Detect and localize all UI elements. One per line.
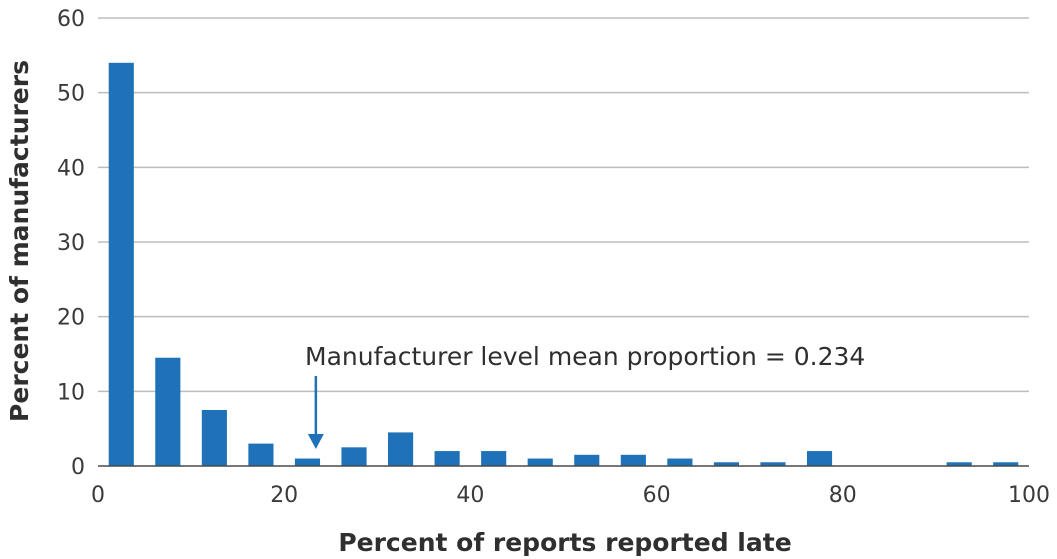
histogram-bar bbox=[574, 454, 600, 466]
y-tick-label: 30 bbox=[57, 231, 85, 256]
y-tick-label: 40 bbox=[57, 156, 85, 181]
histogram-bar bbox=[434, 451, 460, 466]
histogram-bar bbox=[481, 451, 507, 466]
y-tick-label: 20 bbox=[57, 306, 85, 331]
x-tick-label: 80 bbox=[829, 483, 857, 508]
histogram-bar bbox=[620, 454, 646, 466]
histogram-bar bbox=[294, 458, 321, 466]
histogram-bar bbox=[108, 62, 134, 467]
histogram-bar bbox=[527, 458, 553, 466]
x-tick-label: 60 bbox=[643, 483, 671, 508]
histogram-bar bbox=[201, 410, 227, 466]
histogram-bar bbox=[155, 357, 181, 466]
bars bbox=[108, 62, 1019, 467]
x-tick-label: 0 bbox=[91, 483, 105, 508]
annotation-arrow-head bbox=[307, 434, 324, 449]
histogram-bar bbox=[667, 458, 693, 466]
annotation-text: Manufacturer level mean proportion = 0.2… bbox=[305, 342, 865, 371]
y-tick-label: 50 bbox=[57, 82, 85, 107]
x-axis-title: Percent of reports reported late bbox=[338, 528, 791, 557]
grid-lines bbox=[98, 17, 1029, 393]
y-axis-title: Percent of manufacturers bbox=[5, 60, 34, 422]
x-tick-label: 20 bbox=[270, 483, 298, 508]
x-tick-label: 40 bbox=[456, 483, 484, 508]
histogram-bar bbox=[713, 462, 739, 466]
histogram-bar bbox=[993, 462, 1019, 466]
y-tick-label: 60 bbox=[57, 7, 85, 32]
x-axis-ticks: 0 20 40 60 80 100 bbox=[91, 483, 1050, 508]
histogram-bar bbox=[341, 447, 367, 466]
histogram-bar bbox=[806, 451, 833, 466]
histogram-bar bbox=[388, 432, 414, 466]
y-axis-ticks: 0 10 20 30 40 50 60 bbox=[57, 7, 85, 480]
annotation: Manufacturer level mean proportion = 0.2… bbox=[305, 342, 865, 449]
y-tick-label: 10 bbox=[57, 380, 85, 405]
histogram-bar bbox=[946, 462, 972, 466]
x-tick-label: 100 bbox=[1008, 483, 1050, 508]
histogram-bar bbox=[248, 443, 274, 466]
y-tick-label: 0 bbox=[71, 455, 85, 480]
histogram-bar bbox=[760, 462, 786, 466]
